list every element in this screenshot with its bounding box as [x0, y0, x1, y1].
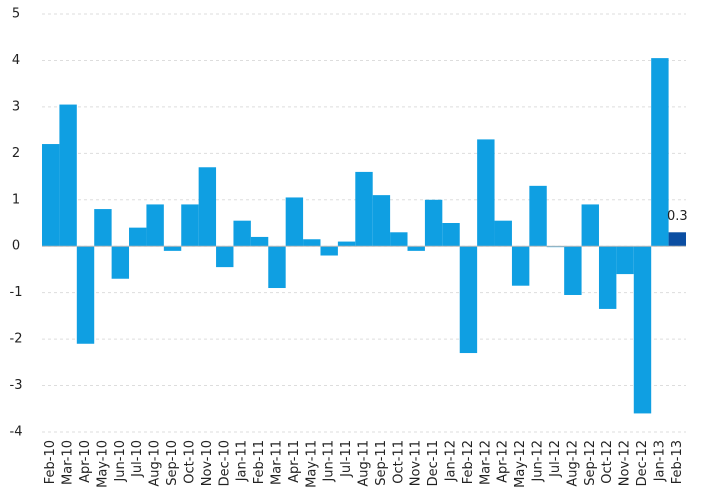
y-tick-label: -1 [10, 285, 23, 300]
y-tick-label: -3 [10, 378, 23, 393]
data-label: 0.3 [667, 209, 688, 224]
bar [337, 241, 356, 247]
x-tick-label: Oct-11 [391, 440, 406, 484]
y-tick-label: -2 [10, 332, 23, 347]
bar [146, 204, 164, 247]
bar [303, 239, 321, 247]
bar [529, 185, 547, 247]
bar [76, 246, 95, 344]
x-tick-label: Sep-10 [165, 440, 180, 486]
bar [407, 246, 425, 251]
bar [616, 246, 634, 275]
x-tick-label: Jul-12 [548, 440, 563, 478]
y-tick-label: 3 [12, 99, 20, 114]
bar [42, 144, 60, 247]
bar [59, 104, 77, 247]
bar [651, 58, 669, 247]
x-tick-label: May-10 [95, 440, 110, 488]
y-tick-label: -4 [10, 425, 23, 440]
x-tick-label: Jan-13 [652, 440, 667, 482]
x-tick-label: Feb-10 [43, 440, 58, 484]
y-tick-label: 0 [12, 239, 20, 254]
bar [94, 209, 112, 247]
bar [268, 246, 286, 289]
x-tick-label: May-11 [304, 440, 319, 488]
x-tick-label: Aug-10 [148, 440, 163, 487]
x-tick-label: Jun-11 [322, 440, 337, 483]
x-tick-label: Mar-12 [478, 440, 493, 485]
x-tick-label: Mar-10 [61, 440, 76, 485]
bar [372, 195, 391, 247]
x-tick-label: Feb-11 [252, 440, 267, 484]
x-tick-label: Apr-10 [78, 440, 93, 483]
x-tick-label: Jul-11 [339, 440, 354, 478]
x-tick-label: Dec-11 [426, 440, 441, 486]
bar [581, 204, 599, 247]
bar [668, 232, 686, 247]
x-tick-label: Sep-11 [374, 440, 389, 486]
x-tick-label: Feb-12 [461, 440, 476, 484]
bar [459, 246, 478, 354]
y-tick-label: 1 [12, 192, 20, 207]
x-tick-label: Aug-11 [357, 440, 372, 487]
bar [355, 171, 373, 247]
x-tick-label: Sep-12 [583, 440, 598, 486]
x-tick-label: Jan-11 [235, 440, 250, 482]
bar [390, 232, 408, 247]
bar [511, 246, 530, 286]
bar [494, 220, 512, 247]
y-tick-label: 5 [12, 7, 20, 22]
x-tick-label: Apr-12 [496, 440, 511, 483]
bar [216, 246, 234, 268]
bar [163, 246, 182, 251]
x-tick-label: Oct-12 [600, 440, 615, 484]
x-tick-label: Jun-10 [113, 440, 128, 483]
bar [250, 236, 269, 247]
x-tick-label: Nov-10 [200, 440, 215, 486]
bar [285, 197, 304, 247]
x-tick-label: Nov-11 [409, 440, 424, 486]
x-tick-label: Apr-11 [287, 440, 302, 483]
bar [424, 199, 443, 247]
x-tick-label: Feb-13 [670, 440, 685, 484]
x-tick-label: Dec-10 [217, 440, 232, 486]
x-tick-label: Jan-12 [444, 440, 459, 482]
x-tick-label: Jun-12 [531, 440, 546, 483]
bar [198, 167, 217, 247]
bar [111, 246, 130, 279]
bar [233, 220, 251, 247]
bar [598, 246, 617, 309]
bar [564, 246, 582, 295]
x-tick-label: Aug-12 [565, 440, 580, 487]
bar [320, 246, 338, 256]
y-tick-label: 4 [12, 53, 20, 68]
x-tick-label: Dec-12 [635, 440, 650, 486]
bar [633, 246, 652, 414]
x-tick-label: Jul-10 [130, 440, 145, 478]
bar [477, 139, 495, 247]
bar [129, 227, 147, 247]
x-tick-label: Mar-11 [269, 440, 284, 485]
x-tick-label: Oct-10 [182, 440, 197, 484]
x-tick-label: May-12 [513, 440, 528, 488]
x-tick-label: Nov-12 [618, 440, 633, 486]
bar [181, 204, 199, 247]
y-tick-label: 2 [12, 146, 20, 161]
bar [442, 223, 460, 247]
